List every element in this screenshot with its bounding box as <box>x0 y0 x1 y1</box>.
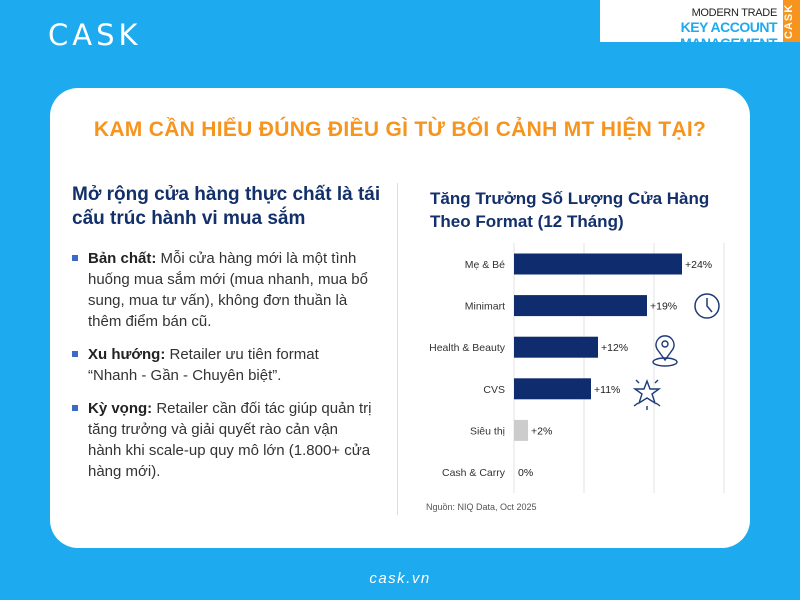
bar-chart: Mẹ & Bé +24% Minimart +19% Health & Beauty +1… <box>429 243 725 493</box>
badge-side: CASK <box>783 0 800 42</box>
sparkle-star-icon <box>632 379 662 410</box>
badge-line2: KEY ACCOUNT MANAGEMENT <box>680 19 777 51</box>
bullet-item: Kỳ vọng: Retailer cần đối tác giúp quản … <box>72 398 372 482</box>
bar <box>514 336 598 358</box>
bullet-icon <box>72 255 78 261</box>
bullet-item: Bản chất: Mỗi cửa hàng mới là một tình h… <box>72 248 372 332</box>
kam-badge: MODERN TRADE KEY ACCOUNT MANAGEMENT CASK <box>600 0 800 51</box>
bullet-label: Xu hướng: <box>88 346 166 363</box>
data-label: +24% <box>685 259 712 271</box>
category-label: Siêu thị <box>470 425 505 437</box>
clock-icon <box>694 293 720 319</box>
content-card: KAM CẦN HIỂU ĐÚNG ĐIỀU GÌ TỪ BỐI CẢNH MT… <box>50 88 750 548</box>
bar <box>514 253 682 275</box>
badge-line1: MODERN TRADE <box>691 7 778 19</box>
data-label: 0% <box>518 467 533 479</box>
data-label: +19% <box>650 301 677 313</box>
category-label: Minimart <box>465 301 505 313</box>
left-heading: Mở rộng cửa hàng thực chất là tái cấu tr… <box>72 184 381 229</box>
data-label: +12% <box>601 342 628 354</box>
location-pin-icon <box>652 335 678 367</box>
category-label: Health & Beauty <box>429 342 506 354</box>
bullet-item: Xu hướng: Retailer ưu tiên format “Nhanh… <box>72 344 372 386</box>
bullet-list: Bản chất: Mỗi cửa hàng mới là một tình h… <box>72 248 372 494</box>
cask-logo: CASK <box>48 18 142 52</box>
footer-url: cask.vn <box>369 570 431 587</box>
bullet-label: Kỳ vọng: <box>88 400 153 417</box>
bullet-label: Bản chất: <box>88 250 157 267</box>
chart-title: Tăng Trưởng Số Lượng Cửa Hàng Theo Forma… <box>430 189 710 231</box>
bar <box>514 295 647 317</box>
page-title: KAM CẦN HIỂU ĐÚNG ĐIỀU GÌ TỪ BỐI CẢNH MT… <box>93 118 707 141</box>
bar <box>514 419 528 441</box>
category-label: Cash & Carry <box>442 467 506 479</box>
bullet-icon <box>72 351 78 357</box>
bullet-text: Mỗi cửa hàng mới là một tình huống mua s… <box>88 250 368 330</box>
bullet-text: Retailer ưu tiên format “Nhanh - Gần - C… <box>88 346 319 384</box>
data-label: +11% <box>594 384 620 396</box>
chart-source: Nguồn: NIQ Data, Oct 2025 <box>426 502 537 512</box>
data-label: +2% <box>531 425 552 437</box>
category-label: Mẹ & Bé <box>465 259 505 271</box>
divider <box>397 183 398 515</box>
category-label: CVS <box>483 384 505 396</box>
bar <box>514 378 591 400</box>
bullet-icon <box>72 405 78 411</box>
bullet-text: Retailer cần đối tác giúp quản trị tăng … <box>88 400 372 480</box>
